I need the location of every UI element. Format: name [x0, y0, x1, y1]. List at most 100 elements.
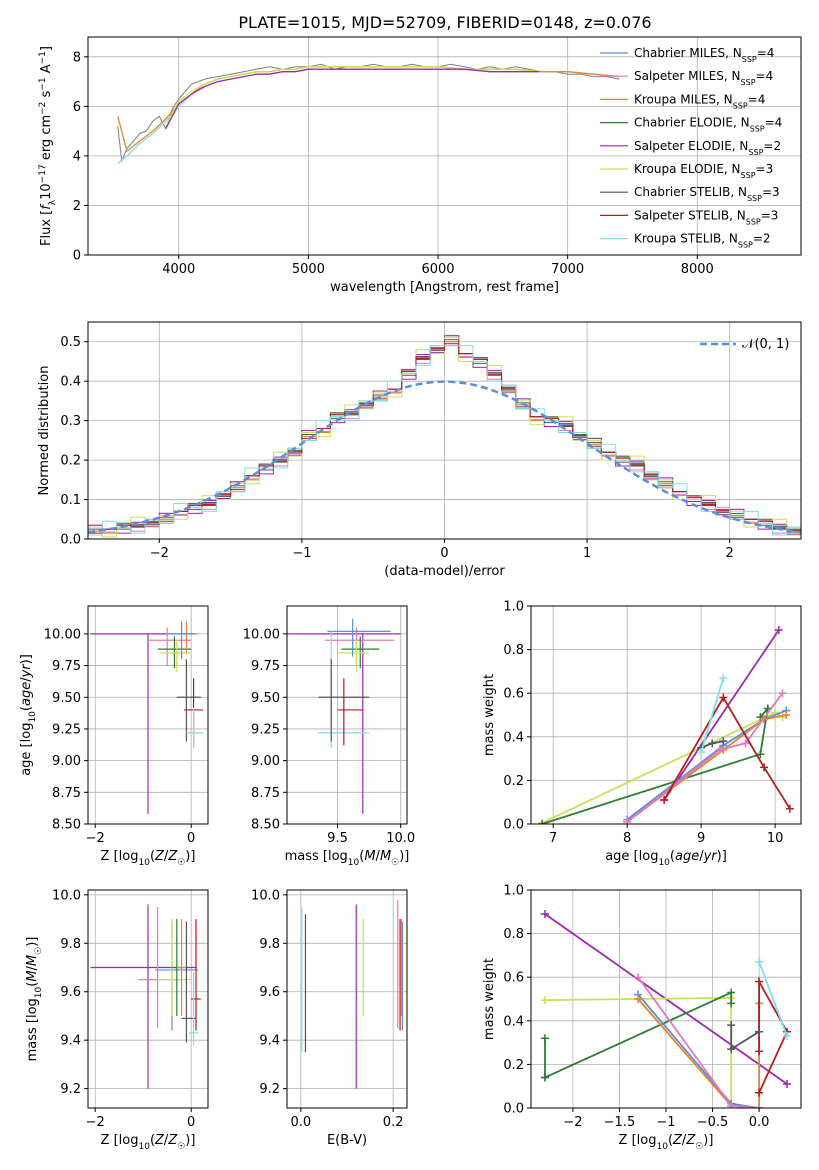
- marker-kroupa-stelib: [719, 673, 728, 682]
- marker-salpeter-elodie: [783, 1080, 792, 1089]
- y-tick-label: 2: [73, 199, 81, 214]
- x-tick-label: −0.5: [697, 1115, 729, 1130]
- x-tick-label: 0.0: [291, 1115, 312, 1130]
- marker-salpeter-miles: [741, 739, 750, 748]
- x-tick-label: 10.0: [386, 831, 415, 846]
- y-tick-label: 1.0: [503, 884, 524, 899]
- marker-kroupa-miles: [634, 995, 643, 1003]
- y-axis-label: mass weight: [482, 674, 497, 756]
- marker-salpeter-stelib: [755, 977, 764, 986]
- x-tick-label: 5000: [292, 262, 325, 277]
- y-tick-label: 9.50: [251, 691, 280, 706]
- x-tick-label: −1.5: [604, 1115, 636, 1130]
- x-tick-label: 0.2: [383, 1115, 404, 1130]
- marker-kroupa-stelib: [783, 1032, 792, 1041]
- x-tick-label: −2: [86, 831, 105, 846]
- marker-kroupa-miles: [782, 711, 791, 719]
- legend-label: Kroupa ELODIE, NSSP=3: [634, 162, 773, 180]
- plot-area: [301, 899, 403, 1089]
- marker-salpeter-miles: [727, 1101, 736, 1108]
- plot-area: [287, 618, 401, 814]
- marker-salpeter-miles: [755, 1104, 764, 1108]
- grid: [88, 322, 801, 540]
- y-tick-label: 8.75: [52, 786, 81, 801]
- x-tick-label: 9.5: [327, 831, 348, 846]
- y-tick-label: 9.4: [60, 1034, 81, 1049]
- x-axis-label: (data-model)/error: [384, 564, 505, 579]
- plot-area: [117, 63, 620, 164]
- x-tick-label: 7: [549, 831, 557, 846]
- y-tick-label: 9.50: [52, 691, 81, 706]
- marker-chabrier-stelib: [727, 1021, 736, 1030]
- y-tick-label: 1.0: [503, 600, 524, 615]
- y-tick-label: 0.0: [503, 818, 524, 833]
- spectrum-salpeter-elodie: [165, 68, 540, 129]
- x-tick-label: −2: [150, 546, 169, 561]
- y-tick-label: 0.4: [503, 730, 524, 745]
- x-tick-label: 0: [187, 831, 195, 846]
- marker-chabrier-elodie: [540, 1034, 549, 1043]
- y-tick-label: 0.4: [503, 1014, 524, 1029]
- spectrum-kroupa-miles: [117, 66, 620, 153]
- line-kroupa-stelib: [758, 961, 788, 1037]
- legend-label: Salpeter ELODIE, NSSP=2: [634, 139, 781, 157]
- y-tick-label: 0: [73, 249, 81, 264]
- marker-chabrier-stelib: [719, 737, 728, 746]
- y-tick-label: 9.75: [251, 659, 280, 674]
- marker-chabrier-stelib: [727, 1045, 736, 1054]
- marker-salpeter-stelib: [755, 1047, 764, 1056]
- y-tick-label: 6: [73, 100, 81, 115]
- marker-salpeter-stelib: [755, 1088, 764, 1097]
- marker-salpeter-elodie: [540, 909, 549, 918]
- x-tick-label: 0.0: [749, 1115, 770, 1130]
- figure-title: PLATE=1015, MJD=52709, FIBERID=0148, z=0…: [238, 13, 651, 32]
- marker-chabrier-elodie: [538, 820, 547, 824]
- y-tick-label: 8.75: [251, 786, 280, 801]
- marker-chabrier-elodie: [756, 750, 765, 759]
- axes-frame: [87, 605, 209, 825]
- marker-salpeter-miles: [634, 973, 643, 982]
- x-axis-label: Z [log10(Z/Z☉)]: [101, 1133, 196, 1152]
- axes-frame: [87, 321, 802, 540]
- axes-frame: [530, 605, 802, 825]
- y-tick-label: 0.8: [503, 643, 524, 658]
- y-axis-label: Normed distribution: [37, 366, 52, 496]
- x-axis-label: mass [log10(M/M☉)]: [285, 849, 410, 868]
- y-axis-label: mass weight: [482, 958, 497, 1040]
- x-tick-label: 0: [187, 1115, 195, 1130]
- line-chabrier-elodie: [541, 705, 770, 824]
- plot-area: [88, 335, 801, 539]
- axes-frame: [530, 889, 802, 1109]
- y-tick-label: 0.6: [503, 687, 524, 702]
- line-salpeter-stelib: [758, 978, 789, 1094]
- y-tick-label: 0.2: [503, 774, 524, 789]
- x-axis-label: wavelength [Angstrom, rest frame]: [330, 280, 559, 295]
- y-tick-label: 9.25: [251, 722, 280, 737]
- legend-label: Chabrier STELIB, NSSP=3: [634, 185, 780, 203]
- x-tick-label: −1: [656, 1115, 675, 1130]
- y-tick-label: 9.6: [60, 985, 81, 1000]
- x-axis-label: age [log10(age/yr)]: [605, 849, 727, 868]
- y-tick-label: 0.8: [503, 927, 524, 942]
- x-tick-label: 4000: [162, 262, 195, 277]
- y-tick-label: 10.0: [52, 888, 81, 903]
- line-chabrier-stelib: [730, 1025, 760, 1051]
- marker-salpeter-stelib: [660, 796, 669, 805]
- plot-area: [90, 904, 201, 1089]
- y-tick-label: 0.0: [503, 1102, 524, 1117]
- marker-kroupa-stelib: [697, 748, 706, 757]
- y-tick-label: 9.00: [52, 754, 81, 769]
- grid: [287, 606, 407, 825]
- y-tick-label: 10.0: [251, 888, 280, 903]
- y-tick-label: 9.75: [52, 659, 81, 674]
- y-tick-label: 9.6: [259, 985, 280, 1000]
- plot-mass_vs_EBV: 0.0 0.2 9.2 9.4 9.6 9.8 10.0 E(B-V): [251, 888, 408, 1148]
- legend-label: Chabrier ELODIE, NSSP=4: [634, 116, 782, 134]
- marker-salpeter-stelib: [785, 804, 794, 813]
- plot-weight_vs_age: 7 8 9 10 0.0 0.2 0.4 0.6 0.8 1.0 age [log10(age/yr…: [482, 600, 802, 868]
- spectrum-kroupa-elodie: [165, 66, 540, 127]
- y-tick-label: 9.2: [60, 1082, 81, 1097]
- legend-label: 𝒩(0, 1): [742, 337, 789, 352]
- plot-area: [540, 909, 792, 1108]
- line-salpeter-stelib: [663, 695, 791, 810]
